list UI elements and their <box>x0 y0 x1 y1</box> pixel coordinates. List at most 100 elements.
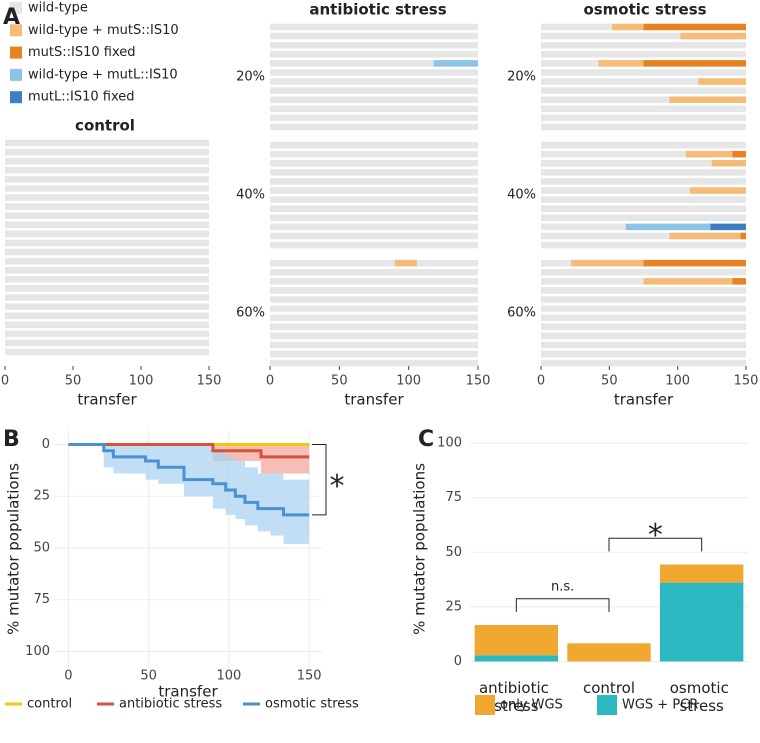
significance-label: * <box>330 469 345 504</box>
x-tick-label: 0 <box>1 374 9 389</box>
population-row <box>541 150 746 158</box>
bar-segment <box>659 564 744 583</box>
population-row <box>541 296 746 303</box>
population-row <box>5 212 209 219</box>
population-row <box>541 123 746 131</box>
population-row <box>541 359 746 367</box>
population-row <box>270 205 478 212</box>
population-row <box>541 232 746 240</box>
bar-segment <box>567 643 651 662</box>
mutator-segment <box>643 278 733 285</box>
mutator-segment <box>612 23 644 31</box>
population-row <box>5 339 209 347</box>
population-row <box>5 157 209 165</box>
mutator-segment <box>732 278 746 285</box>
mutator-segment <box>711 160 746 167</box>
x-axis-label: transfer <box>614 391 674 409</box>
population-row <box>270 187 478 194</box>
panel-label: A <box>3 5 20 30</box>
mutator-segment <box>698 78 746 85</box>
population-row <box>270 341 478 349</box>
population-row <box>5 148 209 156</box>
legend-label: osmotic stress <box>265 697 359 712</box>
mutator-segment <box>643 259 746 267</box>
y-tick-label: 50 <box>445 545 462 560</box>
population-row <box>541 287 746 294</box>
population-row <box>270 96 478 103</box>
population-row <box>270 350 478 358</box>
population-row <box>541 214 746 222</box>
group-label: 40% <box>507 188 536 203</box>
legend-label: antibiotic stress <box>119 697 222 712</box>
x-tick-label: 50 <box>65 374 82 389</box>
population-row <box>5 294 209 301</box>
population-row <box>5 267 209 274</box>
legend-label: control <box>27 697 72 712</box>
population-row <box>270 278 478 285</box>
population-row <box>270 178 478 185</box>
legend-label: wild-type + mutL::IS10 <box>28 67 178 82</box>
population-row <box>541 96 746 103</box>
population-row <box>270 269 478 276</box>
significance-bracket <box>515 598 610 612</box>
population-row <box>270 332 478 340</box>
x-tick-label: 50 <box>601 374 618 389</box>
x-axis-label: transfer <box>344 391 404 409</box>
panel-title: osmotic stress <box>583 1 706 19</box>
population-row <box>541 105 746 113</box>
population-row <box>270 241 478 249</box>
legend-swatch <box>10 68 22 81</box>
x-tick-label: osmotic stress <box>670 679 734 715</box>
mutator-segment <box>394 259 417 267</box>
y-tick-label: 50 <box>33 540 50 555</box>
y-tick-label: 25 <box>445 599 462 614</box>
mutator-segment <box>732 150 746 158</box>
population-row <box>541 341 746 349</box>
x-tick-label: 100 <box>665 374 690 389</box>
x-tick-label: 0 <box>266 374 274 389</box>
population-row <box>541 178 746 185</box>
group-label: 60% <box>507 306 536 321</box>
x-tick-label: 150 <box>297 669 322 684</box>
population-row <box>270 223 478 231</box>
population-row <box>270 305 478 312</box>
population-row <box>541 41 746 49</box>
population-row <box>5 276 209 283</box>
x-tick-label: 50 <box>140 669 157 684</box>
mutator-segment <box>740 232 746 240</box>
population-row <box>5 167 209 174</box>
population-row <box>5 221 209 229</box>
population-row <box>270 214 478 222</box>
population-row <box>270 114 478 122</box>
population-row <box>270 105 478 113</box>
bar-segment <box>659 582 744 662</box>
population-row <box>270 296 478 303</box>
legend-label: wild-type + mutS::IS10 <box>28 23 179 38</box>
x-tick-label: 150 <box>466 374 491 389</box>
legend-label: mutL::IS10 fixed <box>28 90 135 105</box>
mutator-segment <box>710 223 746 231</box>
mutator-segment <box>643 23 746 31</box>
population-row <box>270 51 478 58</box>
population-row <box>270 32 478 40</box>
y-tick-label: 100 <box>25 644 50 659</box>
x-tick-label: antibiotic stress <box>479 679 554 715</box>
y-axis-label: % mutator populations <box>5 463 23 635</box>
population-row <box>270 123 478 131</box>
population-row <box>541 87 746 94</box>
panel-label: B <box>3 427 20 452</box>
population-row <box>541 141 746 149</box>
x-tick-label: 150 <box>734 374 759 389</box>
x-tick-label: 150 <box>197 374 222 389</box>
population-row <box>5 303 209 310</box>
y-tick-label: 25 <box>33 489 50 504</box>
panel-title: antibiotic stress <box>309 1 446 19</box>
significance-label: n.s. <box>551 579 574 594</box>
population-row <box>5 348 209 356</box>
legend-label: WGS + PCR <box>622 698 698 713</box>
y-axis-label: % mutator populations <box>411 463 429 635</box>
mutator-segment <box>643 60 746 67</box>
population-row <box>541 196 746 203</box>
y-tick-label: 100 <box>437 436 462 451</box>
mutator-segment <box>571 259 644 267</box>
